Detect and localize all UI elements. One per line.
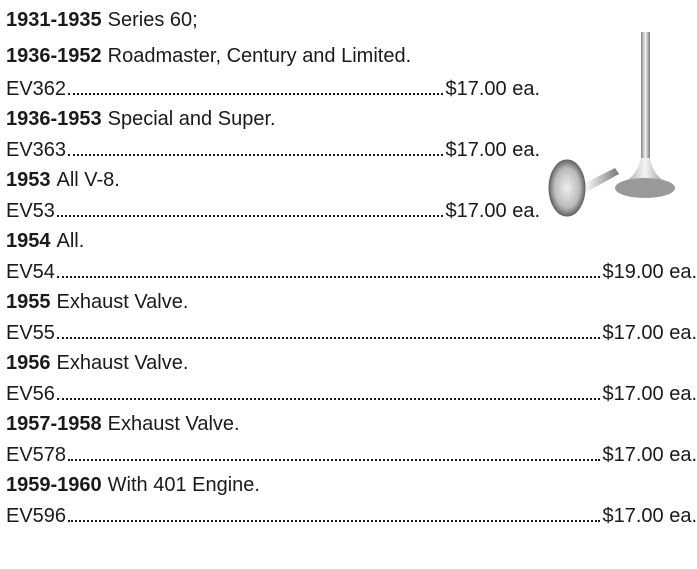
part-line: EV362 $17.00 ea. xyxy=(6,74,540,104)
part-line: EV56 $17.00 ea. xyxy=(6,379,697,409)
entry: 1931-1935 Series 60; 1936-1952 Roadmaster, … xyxy=(6,2,540,104)
price: $17.00 ea. xyxy=(602,318,697,348)
dot-leader xyxy=(68,154,443,156)
description: Exhaust Valve. xyxy=(57,352,189,374)
dot-leader xyxy=(68,93,443,95)
price: $19.00 ea. xyxy=(602,257,697,287)
description: Exhaust Valve. xyxy=(57,291,189,313)
entry-heading: 1956 Exhaust Valve. xyxy=(6,348,697,379)
part-number: EV578 xyxy=(6,440,66,470)
entry: 1959-1960 With 401 Engine. EV596 $17.00 ea. xyxy=(6,470,697,531)
part-number: EV56 xyxy=(6,379,55,409)
part-number: EV55 xyxy=(6,318,55,348)
entry-heading: 1931-1935 Series 60; xyxy=(6,2,456,38)
dot-leader xyxy=(68,520,600,522)
dot-leader xyxy=(68,459,600,461)
price: $17.00 ea. xyxy=(602,501,697,531)
part-number: EV362 xyxy=(6,74,66,104)
entry: 1936-1953 Special and Super. EV363 $17.00 e… xyxy=(6,104,540,165)
price: $17.00 ea. xyxy=(445,74,540,104)
dot-leader xyxy=(57,398,601,400)
description: All. xyxy=(57,230,85,252)
entry-heading: 1957-1958 Exhaust Valve. xyxy=(6,409,697,440)
year: 1955 xyxy=(6,291,51,313)
part-line: EV363 $17.00 ea. xyxy=(6,135,540,165)
entry-heading: 1936-1952 Roadmaster, Century and Limited… xyxy=(6,38,456,74)
entry-heading: 1955 Exhaust Valve. xyxy=(6,287,697,318)
description: Exhaust Valve. xyxy=(108,413,240,435)
entry: 1954 All.EV54 $19.00 ea. xyxy=(6,226,697,287)
part-line: EV53 $17.00 ea. xyxy=(6,196,540,226)
entry: 1957-1958 Exhaust Valve. EV578 $17.00 ea. xyxy=(6,409,697,470)
entry-heading: 1953 All V-8. xyxy=(6,165,540,196)
part-number: EV53 xyxy=(6,196,55,226)
catalog-page: 1931-1935 Series 60; 1936-1952 Roadmaster, … xyxy=(0,0,697,569)
year: 1936-1952 xyxy=(6,45,102,67)
part-line: EV54 $19.00 ea. xyxy=(6,257,697,287)
dot-leader xyxy=(57,337,601,339)
part-number: EV363 xyxy=(6,135,66,165)
description: Special and Super. xyxy=(108,108,276,130)
entry: 1955 Exhaust Valve.EV55 $17.00 ea. xyxy=(6,287,697,348)
part-line: EV578 $17.00 ea. xyxy=(6,440,697,470)
year: 1957-1958 xyxy=(6,413,102,435)
entry: 1956 Exhaust Valve.EV56 $17.00 ea. xyxy=(6,348,697,409)
price: $17.00 ea. xyxy=(602,379,697,409)
part-number: EV596 xyxy=(6,501,66,531)
year: 1953 xyxy=(6,169,51,191)
description: With 401 Engine. xyxy=(108,474,260,496)
description: Roadmaster, Century and Limited. xyxy=(108,45,412,67)
part-number: EV54 xyxy=(6,257,55,287)
year: 1956 xyxy=(6,352,51,374)
price: $17.00 ea. xyxy=(602,440,697,470)
year: 1931-1935 xyxy=(6,9,102,31)
price: $17.00 ea. xyxy=(445,135,540,165)
year: 1936-1953 xyxy=(6,108,102,130)
entry-heading: 1954 All. xyxy=(6,226,697,257)
description: All V-8. xyxy=(57,169,120,191)
part-line: EV596 $17.00 ea. xyxy=(6,501,697,531)
entry: 1953 All V-8.EV53 $17.00 ea. xyxy=(6,165,540,226)
entry-heading: 1959-1960 With 401 Engine. xyxy=(6,470,697,501)
valve-image xyxy=(545,28,695,218)
year: 1959-1960 xyxy=(6,474,102,496)
entry-heading: 1936-1953 Special and Super. xyxy=(6,104,540,135)
part-line: EV55 $17.00 ea. xyxy=(6,318,697,348)
year: 1954 xyxy=(6,230,51,252)
dot-leader xyxy=(57,276,601,278)
description: Series 60; xyxy=(108,9,198,31)
price: $17.00 ea. xyxy=(445,196,540,226)
dot-leader xyxy=(57,215,444,217)
